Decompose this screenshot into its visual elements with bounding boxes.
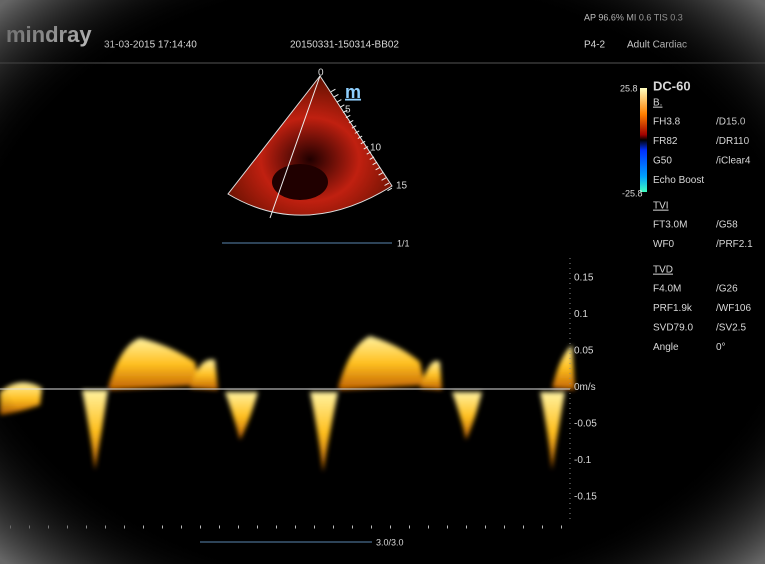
setting-name: F4.0M (653, 284, 681, 295)
sector-chamber (272, 164, 328, 200)
panel-title: DC-60 (653, 78, 691, 93)
setting-value: /PRF2.1 (716, 239, 753, 250)
output-indices: AP 96.6% MI 0.6 TIS 0.3 (584, 12, 683, 22)
color-min: -25.8 (622, 188, 643, 198)
setting-name: FT3.0M (653, 220, 687, 231)
velocity-label: -0.1 (574, 455, 592, 466)
section-heading: TVD (653, 265, 673, 276)
section-heading: TVI (653, 201, 669, 212)
depth-label: 15 (396, 181, 408, 192)
velocity-label: 0m/s (574, 382, 596, 393)
setting-value: /SV2.5 (716, 323, 746, 334)
probe-marker: m (345, 82, 361, 102)
velocity-label: -0.05 (574, 419, 597, 430)
velocity-label: 0.05 (574, 346, 594, 357)
setting-name: G50 (653, 156, 672, 167)
datetime: 31-03-2015 17:14:40 (104, 40, 197, 51)
setting-name: PRF1.9k (653, 303, 693, 314)
setting-name: WF0 (653, 239, 675, 250)
sweep-counter: 3.0/3.0 (376, 537, 404, 547)
probe: P4-2 (584, 40, 606, 51)
setting-value: /iClear4 (716, 156, 751, 167)
setting-value: /G58 (716, 220, 738, 231)
patient-id: 20150331-150314-BB02 (290, 40, 399, 51)
color-max: 25.8 (620, 83, 638, 93)
setting-value: 0° (716, 342, 726, 353)
setting-name: SVD79.0 (653, 323, 693, 334)
brand: mindray (6, 22, 92, 47)
setting-name: Angle (653, 342, 679, 353)
velocity-label: -0.15 (574, 492, 597, 503)
velocity-label: 0.15 (574, 273, 594, 284)
velocity-label: 0.1 (574, 309, 588, 320)
setting-name: FH3.8 (653, 117, 681, 128)
depth-label: 5 (345, 105, 351, 116)
frame-counter: 1/1 (397, 238, 410, 248)
color-bar (640, 88, 647, 192)
setting-name: FR82 (653, 136, 678, 147)
section-heading: B. (653, 98, 662, 109)
setting-extra: Echo Boost (653, 175, 704, 186)
setting-value: /G26 (716, 284, 738, 295)
setting-value: /DR110 (716, 136, 750, 147)
preset: Adult Cardiac (627, 40, 687, 51)
setting-value: /D15.0 (716, 117, 746, 128)
depth-label: 0 (318, 68, 324, 79)
depth-label: 10 (370, 143, 382, 154)
setting-value: /WF106 (716, 303, 751, 314)
